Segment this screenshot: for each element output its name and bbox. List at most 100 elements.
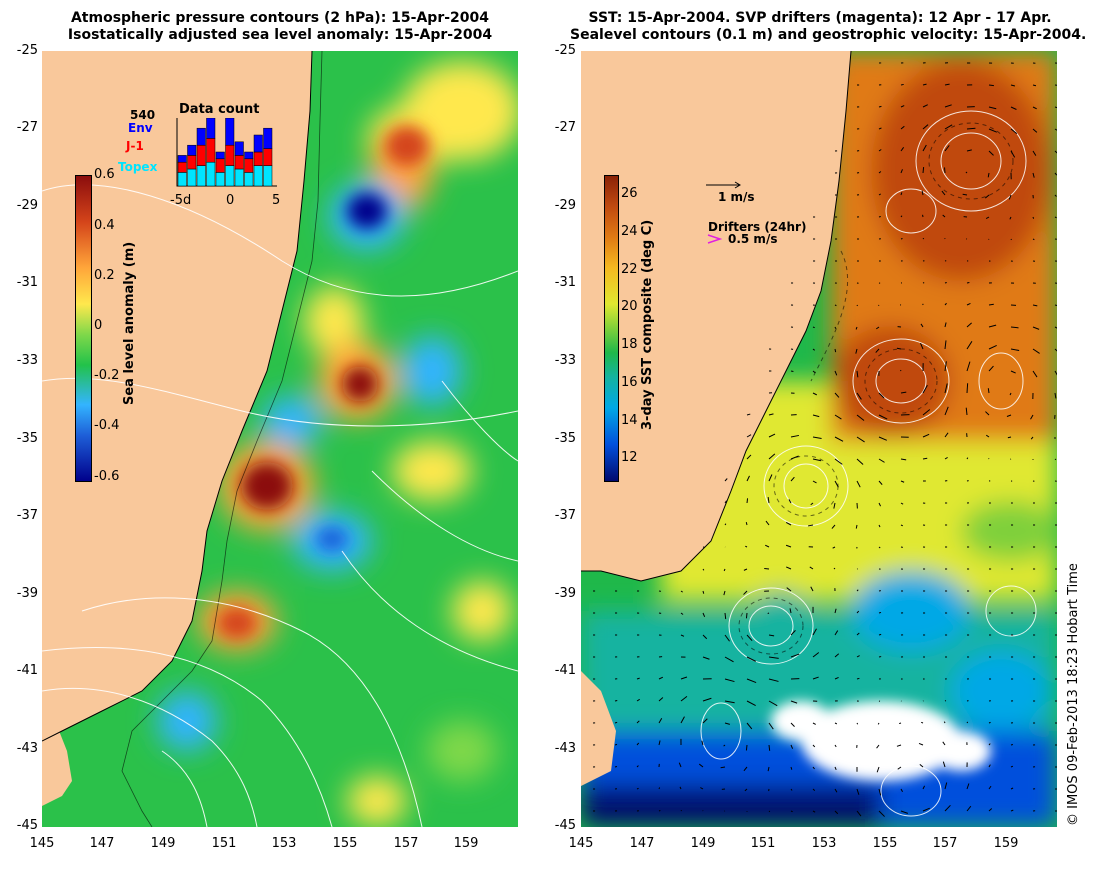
right-xtick: 153	[811, 836, 837, 851]
velocity-arrow	[965, 171, 968, 174]
velocity-arrow	[900, 169, 903, 174]
drifters-scale-label: 0.5 m/s	[728, 232, 778, 246]
velocity-arrow	[812, 676, 819, 680]
right-ytick: -39	[554, 586, 576, 601]
velocity-arrow	[856, 370, 859, 378]
inset-bars	[176, 118, 277, 187]
velocity-arrow	[900, 238, 903, 240]
inset-bar-topex	[177, 172, 187, 187]
velocity-arrow	[855, 348, 858, 354]
velocity-arrow	[746, 475, 750, 482]
velocity-arrow	[1032, 326, 1040, 330]
velocity-arrow	[834, 608, 837, 614]
velocity-arrow	[1030, 436, 1034, 440]
velocity-arrow	[876, 744, 880, 749]
velocity-arrow	[790, 630, 796, 636]
velocity-arrow	[900, 215, 903, 218]
velocity-arrow	[768, 744, 771, 751]
sst-colorbar-label: 3-day SST composite (deg C)	[640, 219, 655, 430]
velocity-arrow	[834, 630, 839, 636]
ssa-map-svg	[42, 51, 518, 827]
velocity-arrow	[812, 370, 816, 374]
left-ytick: -27	[16, 120, 38, 135]
velocity-arrow	[723, 568, 726, 572]
right-title-line2: Sealevel contours (0.1 m) and geostrophi…	[570, 27, 1087, 43]
velocity-arrow	[746, 434, 752, 438]
velocity-arrow	[680, 809, 682, 812]
sst-cbar-tick: 22	[621, 262, 638, 277]
inset-bar-topex	[206, 161, 216, 187]
velocity-arrow	[834, 480, 839, 488]
velocity-arrow	[966, 127, 976, 130]
velocity-arrow	[790, 700, 798, 704]
velocity-arrow	[680, 612, 684, 615]
velocity-arrow	[878, 127, 882, 130]
left-xtick: 147	[89, 836, 115, 851]
velocity-arrow	[944, 281, 947, 284]
velocity-arrow	[878, 458, 885, 463]
velocity-scale-label: 1 m/s	[718, 190, 755, 204]
velocity-arrow	[812, 788, 816, 791]
ssa-cbar-tick: 0.2	[94, 268, 115, 283]
inset-legend-j1: J-1	[126, 139, 144, 153]
inset-bar-j1	[177, 161, 187, 173]
velocity-arrow	[812, 392, 817, 396]
velocity-arrow	[988, 785, 992, 790]
velocity-arrow	[900, 83, 904, 86]
ssa-map	[42, 51, 518, 827]
inset-bar-env	[225, 118, 235, 146]
velocity-arrow	[1054, 348, 1057, 352]
velocity-arrow	[768, 656, 779, 659]
velocity-arrow	[702, 718, 708, 724]
right-xtick: 159	[993, 836, 1019, 851]
inset-bar-env	[187, 144, 197, 156]
velocity-arrow	[878, 611, 882, 614]
velocity-arrow	[878, 304, 880, 307]
velocity-arrow	[808, 524, 814, 527]
velocity-arrow	[878, 502, 882, 507]
inset-bar-j1	[215, 158, 225, 173]
velocity-arrow	[724, 634, 730, 642]
right-xtick: 149	[690, 836, 716, 851]
velocity-arrow	[1010, 809, 1014, 812]
velocity-arrow	[790, 434, 800, 438]
velocity-arrow	[856, 677, 860, 680]
velocity-arrow	[834, 722, 838, 725]
velocity-arrow	[966, 783, 970, 790]
velocity-arrow	[812, 326, 815, 329]
velocity-arrow	[988, 721, 991, 724]
velocity-arrow	[768, 700, 778, 707]
velocity-arrow	[746, 498, 749, 504]
inset-bar-j1	[253, 151, 263, 166]
velocity-arrow	[922, 237, 925, 240]
velocity-arrow	[834, 788, 838, 793]
velocity-arrow	[701, 740, 704, 746]
velocity-arrow	[944, 457, 948, 460]
australia-land-sst	[581, 51, 851, 581]
right-title-line1: SST: 15-Apr-2004. SVP drifters (magenta)…	[588, 10, 1052, 26]
velocity-arrow	[944, 383, 948, 394]
velocity-arrow	[834, 436, 844, 442]
velocity-arrow	[746, 722, 753, 730]
velocity-arrow	[878, 215, 881, 218]
velocity-arrow	[1010, 765, 1014, 768]
inset-bar-env	[253, 134, 263, 153]
velocity-arrow	[744, 788, 748, 792]
velocity-arrow	[658, 787, 661, 790]
inset-bar-j1	[206, 138, 216, 163]
velocity-arrow	[746, 700, 756, 707]
velocity-arrow	[1010, 106, 1017, 110]
velocity-arrow	[944, 361, 947, 372]
sst-cbar-tick: 16	[621, 375, 638, 390]
velocity-arrow	[702, 656, 710, 660]
velocity-arrow	[897, 766, 902, 770]
velocity-arrow	[768, 433, 776, 438]
inset-bar-topex	[196, 165, 206, 187]
velocity-arrow	[724, 656, 734, 663]
velocity-arrow	[790, 810, 793, 813]
velocity-arrow	[790, 722, 795, 727]
left-xtick: 155	[332, 836, 358, 851]
velocity-arrow	[834, 348, 837, 353]
velocity-arrow	[768, 678, 779, 682]
velocity-arrow	[988, 743, 991, 746]
